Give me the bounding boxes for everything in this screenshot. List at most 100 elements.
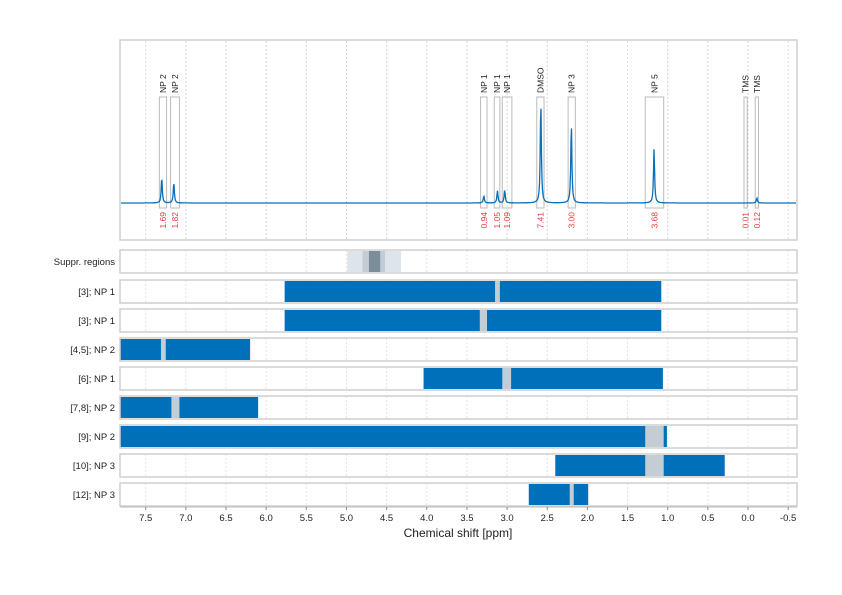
spectrum-panel — [119, 39, 798, 241]
row-label: [4,5]; NP 2 — [70, 345, 115, 356]
peak-integral: 0.94 — [479, 212, 489, 229]
peak-box — [743, 96, 748, 209]
peak-label: NP 5 — [649, 74, 659, 93]
peak-annotation: DMSO 7.41 — [535, 67, 545, 228]
row-frame — [119, 308, 798, 333]
x-tick-label: 2.5 — [541, 513, 554, 524]
row-frame — [119, 453, 798, 478]
peak-label: NP 1 — [502, 74, 512, 93]
region-gap — [502, 368, 512, 389]
region-row: [6]; NP 1 — [78, 366, 798, 391]
region-row: [7,8]; NP 2 — [70, 395, 798, 420]
x-tick-label: -0.5 — [780, 513, 796, 524]
peak-label: TMS — [752, 75, 762, 93]
peak-label: NP 3 — [567, 74, 577, 93]
x-tick-label: 5.5 — [300, 513, 313, 524]
region-row: [3]; NP 1 — [78, 308, 798, 333]
peak-annotations: NP 2 1.69 NP 2 1.82 NP 1 0.94 NP 1 1.05 NP 1 1.09… — [158, 67, 762, 228]
row-frame — [119, 337, 798, 362]
peak-integral: 1.82 — [170, 212, 180, 229]
region-gap — [569, 484, 574, 505]
row-frame — [119, 366, 798, 391]
peak-label: TMS — [741, 75, 751, 93]
row-label: [12]; NP 3 — [73, 490, 115, 501]
x-axis: 7.5 7.0 6.5 6.0 5.5 5.0 4.5 4.0 3.5 3.0 2.5 2.0 1.5 1… — [120, 506, 797, 524]
region-row: [9]; NP 2 — [78, 424, 798, 449]
row-label: [3]; NP 1 — [78, 287, 115, 298]
region-gap — [645, 455, 664, 476]
peak-label: NP 1 — [479, 74, 489, 93]
region-gap — [479, 310, 488, 331]
x-tick-label: 1.0 — [661, 513, 674, 524]
x-tick-label: 6.0 — [260, 513, 273, 524]
row-frame — [119, 395, 798, 420]
peak-box — [170, 96, 180, 209]
region-bar — [284, 281, 662, 302]
x-tick-label: 0.5 — [701, 513, 714, 524]
region-gap — [160, 339, 166, 360]
peak-box — [501, 96, 513, 209]
region-row: [12]; NP 3 — [73, 482, 798, 507]
peak-box — [754, 96, 759, 209]
peak-annotation: NP 2 1.82 — [170, 74, 180, 229]
peak-box — [493, 96, 501, 209]
region-row: [10]; NP 3 — [73, 453, 798, 478]
peak-annotation: TMS 0.01 — [741, 75, 751, 229]
peak-box — [158, 96, 168, 209]
spectrum-grid — [145, 41, 789, 239]
region-bar — [555, 455, 725, 476]
peak-label: DMSO — [535, 67, 545, 93]
peak-box — [567, 96, 576, 209]
region-bar — [528, 484, 589, 505]
peak-annotation: NP 2 1.69 — [158, 74, 168, 229]
row-frame — [119, 249, 798, 274]
row-label: [9]; NP 2 — [78, 432, 115, 443]
peak-integral: 3.68 — [649, 212, 659, 229]
peak-integral: 3.00 — [567, 212, 577, 229]
row-frame — [119, 482, 798, 507]
peak-integral: 1.09 — [502, 212, 512, 229]
region-rows: Suppr. regions [3]; NP 1 [3]; NP 1 [4,5]; N… — [54, 249, 798, 507]
row-label: [10]; NP 3 — [73, 461, 115, 472]
region-row: [4,5]; NP 2 — [70, 337, 798, 362]
x-tick-label: 2.0 — [581, 513, 594, 524]
peak-box — [536, 96, 545, 209]
x-tick-label: 7.5 — [139, 513, 152, 524]
peak-label: NP 2 — [158, 74, 168, 93]
x-tick-label: 1.5 — [621, 513, 634, 524]
peak-annotation: NP 3 3.00 — [567, 74, 577, 229]
region-bar — [120, 339, 251, 360]
peak-label: NP 1 — [492, 74, 502, 93]
row-label: [6]; NP 1 — [78, 374, 115, 385]
region-row: [3]; NP 1 — [78, 279, 798, 304]
region-bar — [120, 426, 667, 447]
spectrum-line — [121, 108, 796, 204]
row-label: [3]; NP 1 — [78, 316, 115, 327]
peak-integral: 1.69 — [158, 212, 168, 229]
region-bar — [423, 368, 663, 389]
suppression-band — [368, 251, 381, 272]
region-bar — [284, 310, 662, 331]
peak-box — [644, 96, 665, 209]
row-label: Suppr. regions — [54, 257, 116, 268]
row-frame — [119, 279, 798, 304]
region-row: Suppr. regions — [54, 249, 798, 274]
peak-annotation: NP 1 1.09 — [501, 74, 513, 229]
x-tick-label: 0.0 — [741, 513, 754, 524]
peak-annotation: NP 5 3.68 — [644, 74, 665, 229]
x-tick-label: 3.5 — [460, 513, 473, 524]
x-tick-label: 6.5 — [219, 513, 232, 524]
region-gap — [645, 426, 664, 447]
peak-integral: 0.01 — [741, 212, 751, 229]
x-tick-label: 5.0 — [340, 513, 353, 524]
peak-integral: 7.41 — [535, 212, 545, 229]
peak-label: NP 2 — [170, 74, 180, 93]
x-axis-label: Chemical shift [ppm] — [404, 526, 513, 540]
peak-box — [480, 96, 488, 209]
row-frame — [119, 424, 798, 449]
peak-integral: 1.05 — [492, 212, 502, 229]
region-bar — [120, 397, 259, 418]
peak-integral: 0.12 — [752, 212, 762, 229]
x-tick-label: 4.5 — [380, 513, 393, 524]
